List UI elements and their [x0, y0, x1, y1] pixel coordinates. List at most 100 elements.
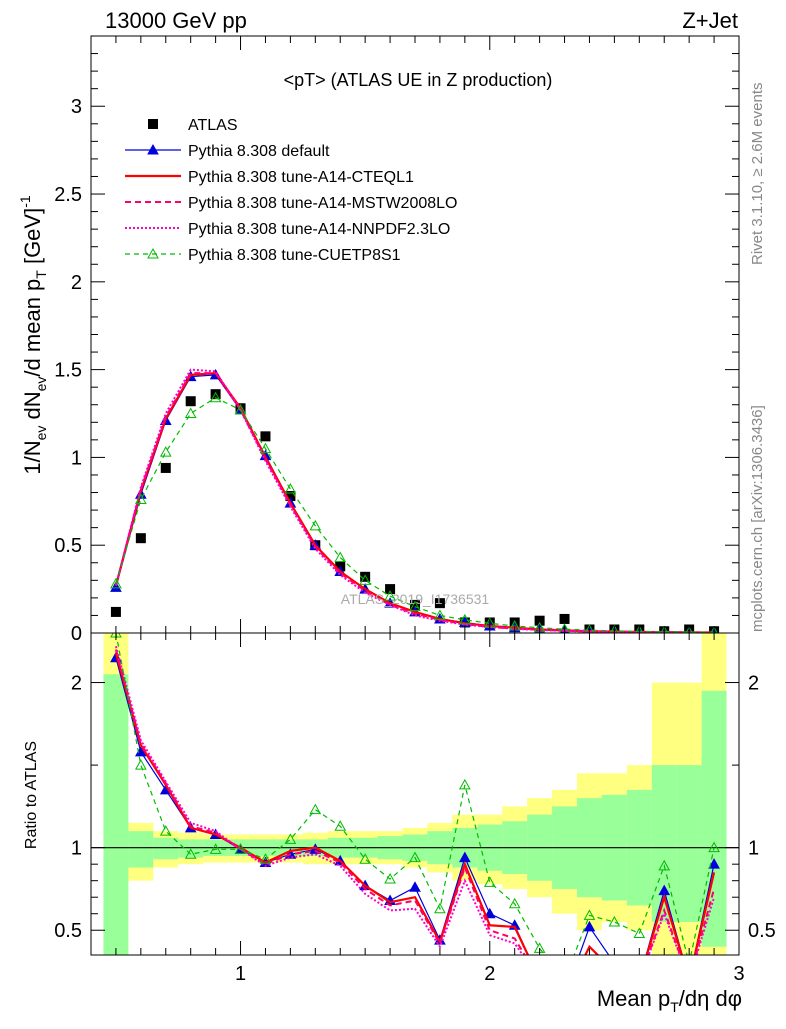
ratio-marker-cuetp — [409, 851, 421, 863]
header-left: 13000 GeV pp — [105, 8, 247, 33]
watermark: ATLAS_2019_I1736531 — [341, 591, 490, 607]
ratio-marker-default — [483, 907, 496, 919]
top-ytick-label: 3 — [71, 96, 82, 118]
ratio-marker-cuetp — [384, 873, 396, 884]
marker-cuetp — [184, 407, 197, 419]
ratio-series-cuetp — [110, 633, 720, 984]
ratio-marker-cuetp — [434, 902, 446, 914]
xlabel: Mean pT/dη dφ — [597, 986, 742, 1015]
bottom-ytick-label-right: 0.5 — [748, 920, 776, 942]
atlas-marker — [385, 584, 396, 595]
atlas-marker — [534, 615, 545, 626]
legend-item-cteql1: Pythia 8.308 tune-A14-CTEQL1 — [125, 169, 414, 186]
marker-cuetp — [559, 623, 571, 633]
ratio-marker-cuetp — [184, 848, 197, 859]
bottom-ytick-label: 0.5 — [54, 920, 82, 942]
top-ylabel: 1/Nev dNev/d mean pT [GeV]-1 — [17, 195, 49, 475]
legend-label: ATLAS — [188, 117, 238, 134]
marker-cuetp — [209, 391, 222, 403]
ratio-marker-default — [609, 958, 619, 967]
marker-cuetp — [609, 624, 619, 633]
legend-label: Pythia 8.308 tune-A14-NNPDF2.3LO — [188, 221, 450, 238]
marker-cuetp — [159, 446, 172, 457]
ratio-uncertainty-bands — [91, 633, 739, 955]
bottom-axes: 0.5 0.5 1 1 2 2 1 2 3 — [54, 633, 776, 985]
legend-label: Pythia 8.308 tune-CUETP8S1 — [188, 247, 401, 264]
marker-cuetp — [660, 625, 669, 633]
band-green — [103, 674, 129, 955]
ratio-series-nnpdf — [114, 645, 716, 955]
atlas-marker — [360, 571, 371, 582]
marker-cuetp — [110, 577, 122, 589]
xtick-label: 2 — [484, 963, 495, 985]
ratio-marker-cuetp — [608, 915, 621, 927]
marker-cuetp — [710, 626, 718, 633]
bottom-ytick-label-right: 2 — [748, 673, 759, 695]
band-green — [128, 831, 154, 868]
ratio-marker-default — [560, 991, 570, 1000]
marker-cuetp — [685, 626, 693, 633]
xtick-label: 1 — [235, 963, 246, 985]
ratio-line-nnpdf — [114, 645, 716, 955]
legend-label: Pythia 8.308 tune-A14-MSTW2008LO — [188, 195, 457, 212]
legend-label: Pythia 8.308 default — [188, 143, 330, 160]
ratio-marker-cuetp — [658, 859, 671, 871]
rivet-label: Rivet 3.1.10, ≥ 2.6M events — [749, 83, 766, 266]
marker-cuetp — [259, 442, 272, 454]
marker-cuetp — [434, 609, 446, 620]
atlas-marker — [185, 396, 196, 407]
ratio-series-cteql1 — [114, 652, 716, 955]
ratio-marker-cuetp — [458, 778, 471, 790]
legend-item-atlas: ATLAS — [148, 117, 238, 134]
atlas-marker — [559, 613, 570, 624]
legend-label: Pythia 8.308 tune-A14-CTEQL1 — [188, 169, 414, 186]
atlas-marker — [285, 491, 296, 502]
marker-cuetp — [234, 403, 247, 415]
marker-cuetp — [384, 590, 396, 601]
atlas-marker — [110, 606, 121, 617]
ratio-marker-cuetp — [708, 841, 720, 853]
top-ytick-label: 0 — [71, 623, 82, 645]
atlas-marker — [410, 599, 420, 610]
atlas-marker — [434, 598, 445, 609]
ratio-line-cteql1 — [114, 652, 716, 955]
marker-cuetp — [284, 482, 297, 494]
ratio-marker-cuetp — [234, 843, 247, 854]
bottom-ylabel: Ratio to ATLAS — [23, 741, 40, 849]
ratio-marker-cuetp — [359, 853, 372, 864]
ratio-marker-cuetp — [334, 820, 347, 831]
ratio-marker-cuetp — [259, 853, 272, 864]
mcplots-label: mcplots.cern.ch [arXiv:1306.3436] — [749, 405, 766, 632]
ratio-marker-cuetp — [633, 927, 646, 939]
header-right: Z+Jet — [682, 8, 738, 33]
ratio-marker-default — [634, 975, 644, 984]
top-ytick-label: 2.5 — [54, 184, 82, 206]
ratio-marker-cuetp — [209, 843, 222, 854]
ratio-marker-cuetp — [583, 909, 596, 920]
ratio-marker-default — [409, 881, 421, 892]
ratio-marker-default — [535, 975, 545, 984]
marker-cuetp — [334, 551, 347, 562]
marker-cuetp — [309, 519, 322, 531]
top-ytick-label: 1 — [71, 447, 82, 469]
ratio-marker-cuetp — [508, 897, 521, 909]
bottom-ytick-label-right: 1 — [748, 838, 759, 860]
marker-default — [110, 581, 122, 592]
xtick-label: 3 — [733, 963, 744, 985]
legend: ATLAS Pythia 8.308 default Pythia 8.308 tu… — [125, 117, 457, 264]
ratio-marker-default — [583, 920, 596, 932]
chart-title: <pT> (ATLAS UE in Z production) — [284, 70, 553, 90]
marker-cuetp — [458, 613, 471, 625]
ratio-marker-cuetp — [560, 975, 570, 984]
ratio-marker-cuetp — [284, 833, 297, 844]
atlas-marker — [260, 431, 271, 442]
ratio-marker-default — [708, 858, 720, 869]
ratio-line-cuetp — [115, 633, 715, 955]
atlas-marker — [160, 462, 171, 473]
top-ytick-label: 0.5 — [54, 535, 82, 557]
bottom-ytick-label: 2 — [71, 673, 82, 695]
marker-cuetp — [635, 625, 644, 633]
marker-cuetp — [134, 493, 147, 505]
legend-marker — [147, 143, 159, 155]
